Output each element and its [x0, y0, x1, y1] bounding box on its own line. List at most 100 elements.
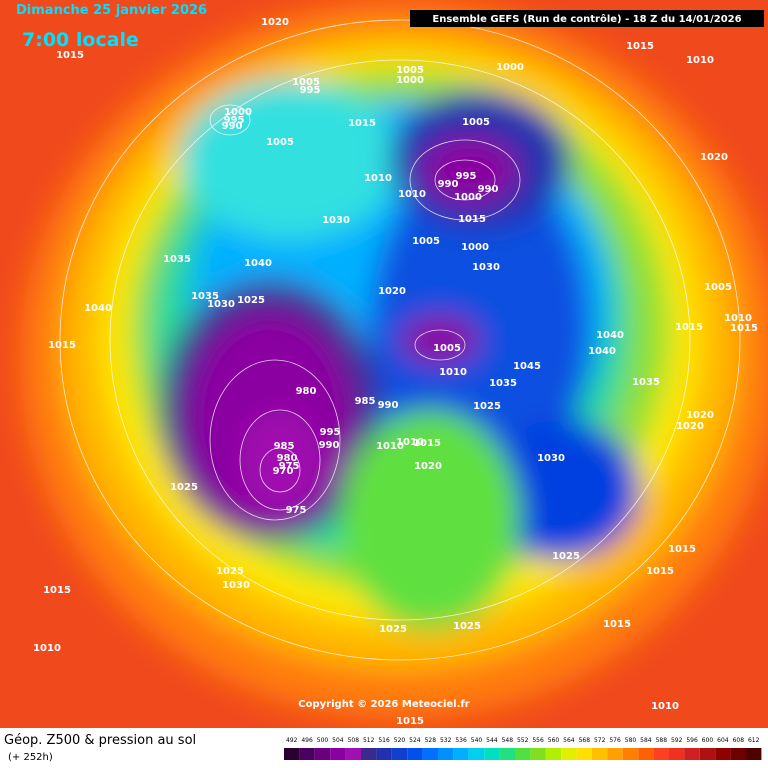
isobar-label: 990 [222, 121, 243, 132]
legend-label: 496 [301, 737, 313, 744]
legend-label: 580 [625, 737, 637, 744]
legend-swatch [638, 748, 654, 760]
isobar-label: 1020 [261, 17, 289, 28]
legend-label: 600 [702, 737, 714, 744]
legend-label: 548 [502, 737, 514, 744]
legend-swatch [361, 748, 377, 760]
legend-label: 492 [286, 737, 298, 744]
legend-swatch [314, 748, 331, 760]
legend-label: 560 [548, 737, 560, 744]
legend-label: 604 [717, 737, 729, 744]
isobar-label: 970 [273, 466, 294, 477]
footer-title: Géop. Z500 & pression au sol [4, 733, 196, 748]
isobar-label: 990 [438, 179, 459, 190]
isobar-label: 1015 [348, 118, 376, 129]
legend-label: 504 [332, 737, 344, 744]
legend-swatch [561, 748, 577, 760]
isobar-label: 1010 [33, 643, 61, 654]
isobar-label: 1005 [433, 343, 461, 354]
isobar-label: 995 [224, 115, 245, 126]
legend-label: 564 [563, 737, 575, 744]
legend-label: 552 [517, 737, 529, 744]
isobar-label: 1005 [266, 137, 294, 148]
legend-label: 608 [733, 737, 745, 744]
legend-label: 520 [394, 737, 406, 744]
isobar-label: 1000 [396, 75, 424, 86]
legend-swatch [653, 748, 669, 760]
isobar-label: 1035 [163, 254, 191, 265]
legend-swatch [484, 748, 500, 760]
isobar-label: 1005 [412, 236, 440, 247]
isobar-label: 990 [378, 400, 399, 411]
isobar-label: 1010 [439, 367, 467, 378]
legend-swatch [715, 748, 731, 760]
legend-swatch [407, 748, 423, 760]
legend-label: 532 [440, 737, 452, 744]
legend-label: 540 [471, 737, 483, 744]
legend-label: 508 [348, 737, 360, 744]
isobar-label: 1015 [626, 41, 654, 52]
footer-lead: (+ 252h) [8, 752, 53, 763]
isobar-label: 1025 [379, 624, 407, 635]
legend-swatch [607, 748, 623, 760]
legend: 492 496 500 504 508 512 516 520 524 528 532 536 540 5… [284, 737, 762, 760]
isobar-label: 1025 [170, 482, 198, 493]
isobar-label: 1040 [596, 330, 624, 341]
isobar-label: 1015 [675, 322, 703, 333]
isobar-label: 1020 [676, 421, 704, 432]
field [0, 0, 768, 728]
isobar-label: 1020 [686, 410, 714, 421]
legend-swatch [345, 748, 361, 760]
isobar-label: 995 [300, 85, 321, 96]
isobar-label: 1000 [461, 242, 489, 253]
run: Ensemble GEFS (Run de contrôle) - 18 Z d… [432, 13, 741, 25]
isobar-label: 1030 [472, 262, 500, 273]
isobar-label: 1010 [364, 173, 392, 184]
isobar-label: 975 [279, 461, 300, 472]
isobar-label: 1015 [730, 323, 758, 334]
run-box [410, 10, 764, 27]
legend-swatch [684, 748, 700, 760]
legend-swatch [530, 748, 546, 760]
legend-label: 596 [686, 737, 698, 744]
isobar-label: 1005 [704, 282, 732, 293]
isobar-label: 1020 [700, 152, 728, 163]
legend-label: 528 [425, 737, 437, 744]
isobar-label: 995 [456, 171, 477, 182]
legend-swatch [299, 748, 315, 760]
isobar-label: 1030 [207, 299, 235, 310]
isobar-label: 1015 [668, 544, 696, 555]
date: Dimanche 25 janvier 2026 [16, 3, 207, 18]
legend-swatch [622, 748, 639, 760]
isobar-label: 1025 [473, 401, 501, 412]
time: 7:00 locale [22, 29, 139, 51]
isobar-label: 1015 [646, 566, 674, 577]
isobar-label: 1030 [537, 453, 565, 464]
isobar-label: 1035 [489, 378, 517, 389]
isobar-label: 1000 [454, 192, 482, 203]
legend-swatch [545, 748, 562, 760]
legend-swatch [438, 748, 454, 760]
isobar-label: 1025 [453, 621, 481, 632]
isobar-label: 1020 [378, 286, 406, 297]
legend-swatch [330, 748, 346, 760]
legend-label: 568 [579, 737, 591, 744]
legend-label: 576 [609, 737, 621, 744]
legend-swatch [468, 748, 485, 760]
isobar-label: 1045 [513, 361, 541, 372]
legend-swatch [746, 748, 762, 760]
isobar-label: 1040 [588, 346, 616, 357]
legend-label: 572 [594, 737, 606, 744]
legend-swatch [515, 748, 531, 760]
legend-swatch [499, 748, 515, 760]
legend-swatch [376, 748, 392, 760]
isobar-label: 1025 [216, 566, 244, 577]
isobar-label: 1015 [458, 214, 486, 225]
isobar-label: 990 [319, 440, 340, 451]
isobar-label: 1035 [632, 377, 660, 388]
isobar-label: 1040 [84, 303, 112, 314]
isobar-label: 1010 [376, 441, 404, 452]
isobar-label: 1005 [292, 77, 320, 88]
isobar-label: 1015 [43, 585, 71, 596]
